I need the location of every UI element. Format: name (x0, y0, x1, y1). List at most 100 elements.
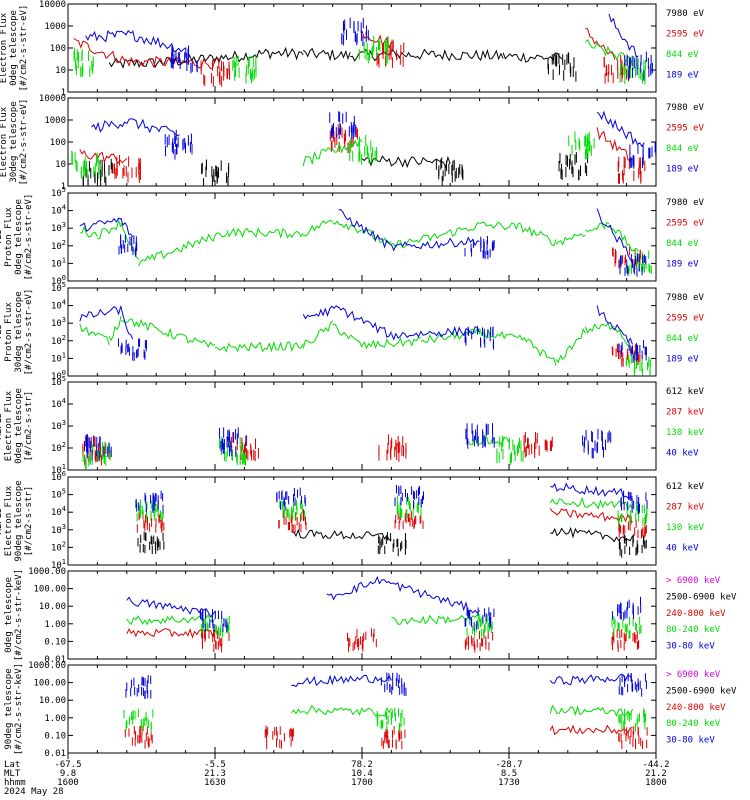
mlt-value: 21.2 (645, 769, 667, 779)
y-tick-label: 1000 (44, 116, 66, 126)
y-tick-label: 100 (50, 44, 66, 54)
series-5 (125, 672, 647, 699)
data-trace (79, 323, 110, 346)
legend-entry: 287 keV (666, 408, 705, 418)
data-trace (596, 208, 633, 263)
mlt-value: 9.8 (60, 769, 76, 779)
legend-entry: 40 keV (666, 449, 699, 459)
series-2 (73, 27, 629, 87)
lat-value: -5.5 (204, 760, 226, 770)
y-axis-label-line: [#/cm2-s-str-eV] (19, 5, 29, 92)
hhmm-value: 1600 (57, 778, 79, 788)
y-tick-label: 101 (51, 256, 66, 269)
series-3 (71, 131, 595, 180)
y-axis-label: TED Proton Flux 0deg telescope [#/cm2-s-str… (0, 194, 34, 281)
data-trace (420, 327, 481, 343)
data-trace (97, 219, 122, 240)
data-trace (614, 327, 639, 357)
y-tick-label: 104 (51, 204, 66, 217)
footer-row-label: Lat (4, 760, 20, 770)
y-tick-label: 1000.00 (28, 661, 66, 671)
y-tick-label: 102 (51, 441, 66, 454)
data-trace (526, 338, 557, 366)
footer-row-label: 2024 May 28 (4, 787, 64, 797)
data-trace (549, 496, 633, 511)
series-1 (137, 526, 647, 558)
data-trace (132, 30, 186, 53)
data-trace (332, 323, 363, 348)
data-trace (85, 29, 133, 43)
legend-entry: 189 eV (666, 260, 699, 270)
y-tick-label: 100 (51, 369, 66, 382)
series-4 (135, 482, 648, 514)
y-axis-label-line: 30deg telescope (9, 101, 19, 182)
series-1 (82, 152, 588, 186)
y-tick-label: 1000.00 (28, 567, 66, 577)
y-tick-label: 101 (51, 558, 66, 571)
series-4 (91, 110, 656, 169)
legend-entry: 130 keV (666, 523, 705, 533)
data-trace (291, 674, 392, 688)
lat-value: -28.7 (495, 760, 522, 770)
y-tick-label: 10000 (39, 94, 66, 104)
y-tick-label: 1.00 (44, 714, 66, 724)
data-trace (585, 221, 610, 232)
data-trace (550, 526, 633, 543)
y-axis-label-line: [#/cm2-s-str] (24, 486, 34, 556)
y-tick-label: 0.10 (44, 731, 66, 741)
data-trace (79, 217, 122, 233)
data-trace (596, 127, 633, 161)
y-axis-label: TED Proton Flux 30deg telescope [#/cm2-s-st… (0, 289, 34, 376)
data-trace (549, 673, 633, 686)
panel-6: 101 102 103 104 105 106 MEPED Electron Flux 90de… (0, 470, 705, 571)
y-tick-label: 103 (51, 316, 66, 329)
data-trace (79, 149, 128, 165)
data-trace (390, 325, 481, 341)
y-tick-label: 0.01 (44, 749, 66, 759)
y-axis-label-line: 30deg telescope (14, 291, 24, 372)
mlt-value: 8.5 (501, 769, 517, 779)
footer-row-label: hhmm (4, 778, 26, 788)
data-trace (79, 305, 122, 322)
y-tick-label: 10000 (39, 0, 66, 10)
series-3 (126, 627, 640, 653)
data-trace (596, 305, 633, 345)
y-tick-label: 105 (51, 186, 66, 199)
y-axis-label-line: [#/cm2-s-str-eV] (19, 99, 29, 186)
data-trace (361, 30, 392, 51)
y-tick-label: 103 (51, 419, 66, 432)
legend-entry: 7980 eV (666, 293, 705, 303)
y-axis-label-line: MEPED (0, 507, 4, 534)
y-axis-label: MEPED Electron Flux 0deg telescope [#/cm2-s… (0, 388, 34, 464)
series-4 (79, 305, 647, 363)
legend-entry: 189 eV (666, 71, 699, 81)
data-trace (302, 320, 333, 349)
y-axis-label-line: Electron Flux (4, 390, 14, 461)
data-trace (456, 48, 504, 62)
y-axis-label-line: Electron Flux (0, 106, 9, 177)
y-tick-label: 104 (51, 299, 66, 312)
data-trace (584, 322, 615, 334)
data-trace (396, 48, 457, 62)
y-axis-label: Electron Flux 30deg telescope [#/cm2-s-str… (0, 99, 29, 186)
data-trace (326, 575, 381, 601)
y-tick-label: 100.00 (33, 585, 66, 595)
series-3 (82, 433, 524, 470)
panel-frame (67, 192, 657, 282)
hhmm-value: 1700 (351, 778, 373, 788)
y-axis-label-line: [#/cm2-s-str] (24, 391, 34, 461)
footer-row-label: MLT (4, 769, 21, 779)
legend-entry: 612 keV (666, 387, 705, 397)
legend-entry: > 6900 keV (666, 670, 721, 680)
data-trace (391, 613, 481, 625)
data-trace (479, 221, 521, 231)
legend-entry: 2500-6900 keV (666, 592, 737, 602)
y-tick-label: 10.00 (39, 602, 66, 612)
data-trace (302, 137, 363, 167)
legend-entry: 2595 eV (666, 314, 705, 324)
legend-entry: 844 eV (666, 334, 699, 344)
data-trace (390, 236, 480, 252)
y-axis-label-line: 0deg telescope (9, 10, 19, 86)
